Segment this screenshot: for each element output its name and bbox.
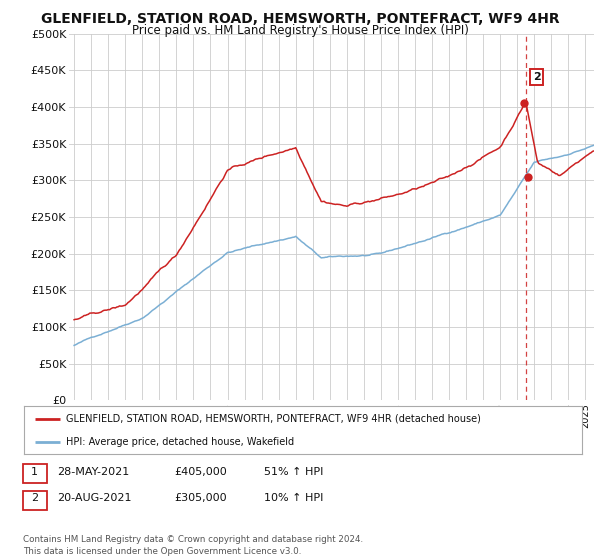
Text: 28-MAY-2021: 28-MAY-2021 [57, 466, 129, 477]
Text: GLENFIELD, STATION ROAD, HEMSWORTH, PONTEFRACT, WF9 4HR (detached house): GLENFIELD, STATION ROAD, HEMSWORTH, PONT… [66, 414, 481, 424]
Text: HPI: Average price, detached house, Wakefield: HPI: Average price, detached house, Wake… [66, 437, 294, 447]
Text: £405,000: £405,000 [174, 466, 227, 477]
Text: 2: 2 [31, 493, 38, 503]
Text: 51% ↑ HPI: 51% ↑ HPI [264, 466, 323, 477]
Text: 10% ↑ HPI: 10% ↑ HPI [264, 493, 323, 503]
Text: 20-AUG-2021: 20-AUG-2021 [57, 493, 131, 503]
Text: 2: 2 [533, 72, 541, 82]
Text: GLENFIELD, STATION ROAD, HEMSWORTH, PONTEFRACT, WF9 4HR: GLENFIELD, STATION ROAD, HEMSWORTH, PONT… [41, 12, 559, 26]
Text: Contains HM Land Registry data © Crown copyright and database right 2024.
This d: Contains HM Land Registry data © Crown c… [23, 535, 363, 556]
Text: £305,000: £305,000 [174, 493, 227, 503]
Text: Price paid vs. HM Land Registry's House Price Index (HPI): Price paid vs. HM Land Registry's House … [131, 24, 469, 37]
Text: 1: 1 [31, 466, 38, 477]
